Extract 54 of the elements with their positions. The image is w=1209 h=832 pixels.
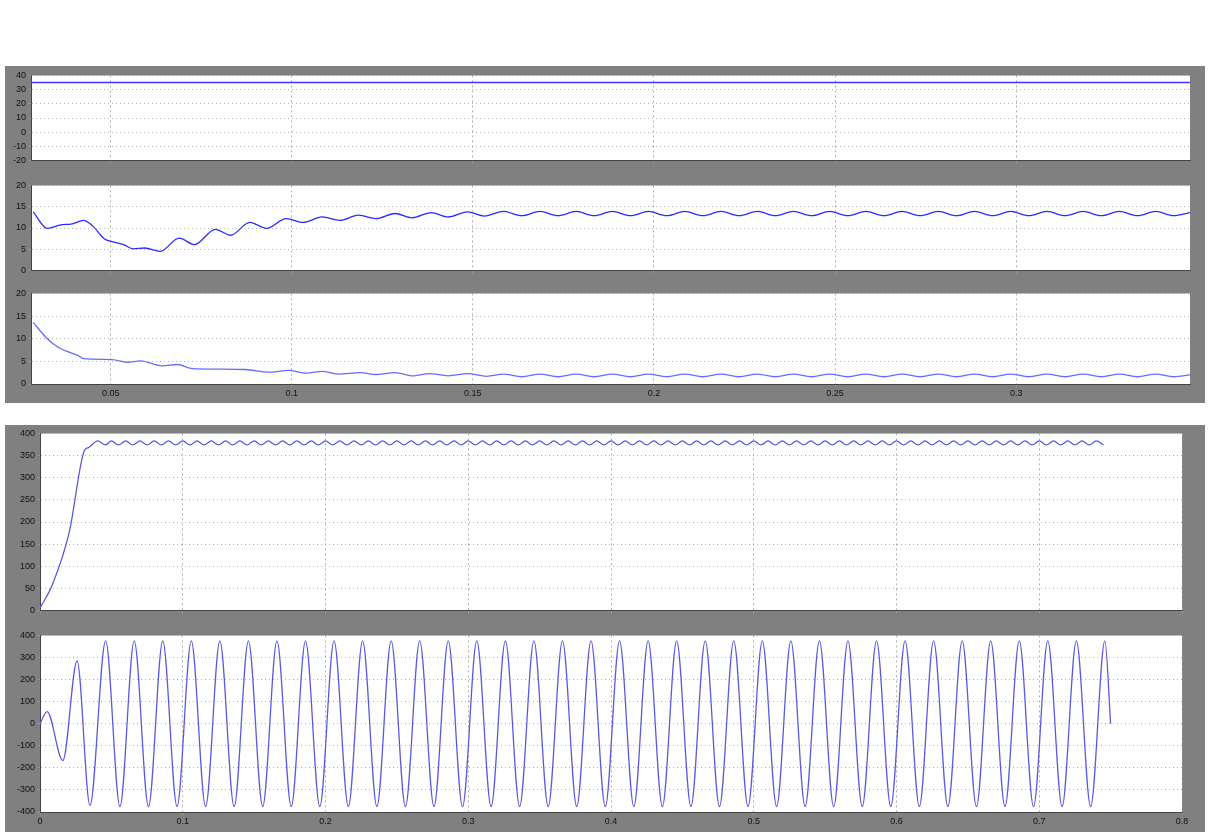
line-series: [32, 321, 1190, 378]
y-tick-label: 300: [19, 472, 35, 483]
x-tick-label: 0: [37, 815, 43, 826]
y-tick-label: 20: [15, 179, 26, 190]
y-tick-label: 5: [20, 243, 26, 254]
x-tick-label: 0.1: [285, 387, 299, 398]
y-tick-label: 250: [19, 494, 35, 505]
x-tick-label: 0.7: [1032, 815, 1046, 826]
y-tick-label: 300: [19, 651, 35, 662]
y-tick-label: 20: [15, 98, 26, 109]
y-tick-label: 40: [15, 69, 26, 80]
x-tick-label: 0.3: [1009, 387, 1023, 398]
x-tick-label: 0.1: [176, 815, 190, 826]
y-tick-label: -10: [12, 140, 26, 151]
y-tick-label: 15: [15, 201, 26, 212]
x-tick-label: 0.05: [101, 387, 120, 398]
line-series: [40, 440, 1105, 609]
y-tick-label: 0: [29, 718, 35, 729]
y-tick-label: 0: [20, 265, 26, 276]
x-tick-label: 0.3: [461, 815, 475, 826]
y-tick-label: -20: [12, 155, 26, 166]
x-tick-label: 0.6: [890, 815, 903, 826]
y-tick-label: -400: [16, 806, 35, 817]
x-tick-label: 0.15: [464, 387, 482, 398]
y-tick-label: -200: [16, 762, 35, 773]
y-tick-label: 350: [19, 450, 35, 461]
y-tick-label: 5: [20, 355, 26, 366]
y-tick-label: 10: [15, 333, 26, 344]
y-tick-label: 100: [19, 696, 35, 707]
x-tick-label: 0.25: [826, 387, 844, 398]
y-tick-label: 400: [19, 427, 35, 438]
line-series: [32, 210, 1190, 253]
x-tick-label: 0.2: [647, 387, 661, 398]
x-tick-label: 0.2: [319, 815, 332, 826]
x-tick-label: 0.8: [1175, 815, 1189, 826]
y-tick-label: 200: [19, 674, 35, 685]
y-tick-label: 20: [15, 287, 26, 298]
y-tick-label: 0: [20, 378, 26, 389]
y-tick-label: 15: [15, 310, 26, 321]
x-tick-label: 0.4: [604, 815, 618, 826]
y-tick-label: 200: [19, 516, 35, 527]
y-tick-label: 400: [19, 629, 35, 640]
y-tick-label: -300: [16, 784, 35, 795]
y-tick-label: -100: [16, 740, 35, 751]
x-tick-label: 0.5: [747, 815, 761, 826]
y-tick-label: 150: [19, 538, 35, 549]
y-tick-label: 10: [15, 112, 26, 123]
y-tick-label: 100: [19, 560, 35, 571]
line-series: [40, 640, 1112, 808]
y-tick-label: 50: [24, 582, 35, 593]
y-tick-label: 0: [29, 605, 35, 616]
y-tick-label: 0: [20, 126, 26, 137]
y-tick-label: 30: [15, 84, 26, 95]
y-tick-label: 10: [15, 222, 26, 233]
